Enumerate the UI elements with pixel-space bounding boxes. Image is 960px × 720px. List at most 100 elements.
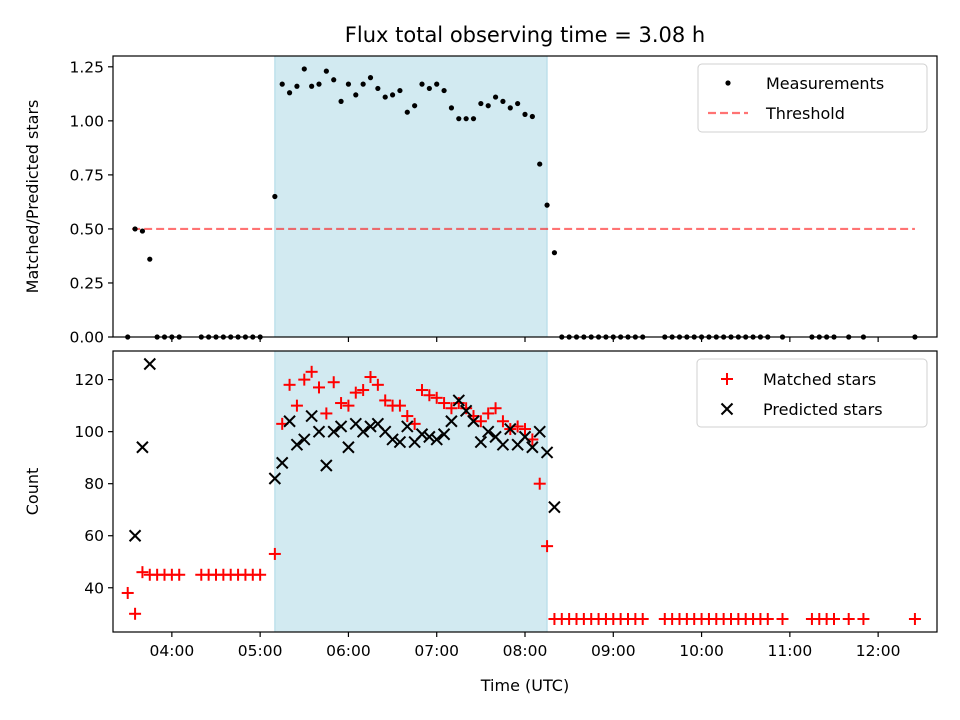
predicted-star-point: [334, 420, 348, 433]
predicted-star-point: [474, 435, 488, 449]
legend-marker-measurements: [725, 80, 731, 86]
matched-star-point: [349, 386, 362, 399]
measurement-point: [463, 116, 469, 122]
matched-star-point: [489, 402, 502, 415]
measurement-point: [507, 105, 513, 111]
y-tick-label: 120: [74, 371, 104, 389]
matched-star-point: [357, 384, 370, 397]
matched-star-point: [298, 373, 311, 386]
bottom-legend: Matched stars Predicted stars: [696, 358, 928, 428]
matched-star-point: [474, 415, 487, 428]
measurement-point: [309, 83, 315, 89]
predicted-star-point: [136, 441, 149, 454]
predicted-star-point: [393, 435, 407, 449]
matched-star-point: [416, 384, 428, 397]
matched-star-point: [320, 407, 333, 420]
matched-star-point: [401, 410, 414, 423]
bottom-x-ticks: 04:00 05:00 06:00 07:00 08:00 09:00 10:00 11:00…: [150, 632, 900, 660]
predicted-star-point: [496, 438, 510, 451]
predicted-star-point: [401, 420, 414, 433]
bottom-y-ticks: 40 60 80 100 120: [74, 371, 113, 597]
predicted-star-point: [467, 415, 480, 428]
y-tick-label: 1.25: [69, 58, 104, 76]
measurement-point: [515, 100, 521, 107]
x-tick-label: 05:00: [238, 642, 283, 660]
predicted-star-point: [533, 425, 546, 438]
observing-window-band: [274, 55, 548, 338]
predicted-star-point: [342, 441, 355, 454]
top-y-axis-label: Matched/Predicted stars: [23, 100, 42, 294]
matched-star-point: [908, 612, 921, 625]
measurement-point: [492, 94, 499, 100]
matched-star-point: [842, 612, 855, 625]
measurement-point: [426, 85, 432, 92]
measurement-point: [529, 113, 535, 120]
matched-star-point: [438, 397, 451, 410]
measurement-point: [485, 103, 491, 109]
x-axis-label: Time (UTC): [480, 676, 569, 695]
measurement-point: [412, 103, 418, 109]
matched-star-point: [636, 612, 649, 625]
measurement-point: [522, 111, 528, 117]
y-tick-label: 100: [74, 423, 104, 441]
y-tick-label: 1.00: [69, 112, 104, 130]
y-tick-label: 60: [84, 527, 104, 545]
matched-star-point: [129, 607, 142, 620]
matched-star-point: [121, 586, 134, 599]
measurement-point: [367, 75, 374, 81]
predicted-star-point: [290, 438, 304, 451]
y-tick-label: 0.00: [69, 329, 104, 347]
matched-star-point: [254, 568, 267, 581]
predicted-star-point: [128, 529, 142, 542]
predicted-star-point: [482, 425, 495, 438]
matched-star-point: [342, 399, 355, 412]
matched-star-point: [828, 612, 840, 625]
matched-star-point: [393, 399, 406, 412]
measurement-point: [441, 87, 447, 94]
measurement-point: [448, 105, 455, 111]
measurement-point: [360, 81, 366, 87]
measurement-point: [404, 109, 410, 115]
predicted-star-point: [459, 404, 473, 418]
measurement-point: [353, 92, 359, 98]
legend-box: [697, 63, 928, 133]
legend-label-measurements: Measurements: [766, 74, 884, 93]
matched-star-point: [283, 378, 296, 391]
measurement-point: [338, 98, 344, 104]
y-tick-label: 0.25: [69, 274, 104, 292]
matched-star-point: [173, 568, 186, 581]
top-x-ticks: [171, 337, 879, 342]
predicted-star-point: [386, 433, 399, 446]
matched-star-point: [305, 365, 318, 378]
matched-star-point: [445, 402, 458, 415]
predicted-star-point: [312, 425, 326, 438]
x-tick-label: 06:00: [326, 642, 371, 660]
measurement-point: [316, 81, 322, 87]
predicted-star-point: [423, 430, 436, 444]
matched-star-point: [136, 566, 149, 579]
predicted-star-point: [540, 446, 554, 459]
legend-label-predicted: Predicted stars: [763, 400, 883, 419]
predicted-star-point: [430, 433, 443, 446]
measurement-point: [551, 250, 558, 256]
measurement-point: [331, 77, 337, 83]
y-tick-label: 0.50: [69, 220, 104, 238]
measurement-point: [147, 256, 153, 262]
measurement-point: [434, 81, 440, 87]
matched-star-point: [761, 612, 774, 625]
predicted-star-point: [518, 430, 532, 444]
measurement-point: [286, 90, 293, 96]
measurement-point: [419, 81, 425, 87]
predicted-star-point: [548, 500, 561, 514]
x-tick-label: 11:00: [768, 642, 813, 660]
observing-window-band: [274, 350, 548, 633]
predicted-star-point: [452, 394, 465, 407]
matched-star-point: [857, 612, 870, 625]
matched-star-point: [776, 612, 789, 625]
predicted-star-point: [356, 425, 370, 438]
x-tick-label: 08:00: [503, 642, 548, 660]
measurement-point: [544, 202, 550, 208]
measurement-point: [132, 226, 138, 232]
measurement-point: [279, 81, 285, 87]
